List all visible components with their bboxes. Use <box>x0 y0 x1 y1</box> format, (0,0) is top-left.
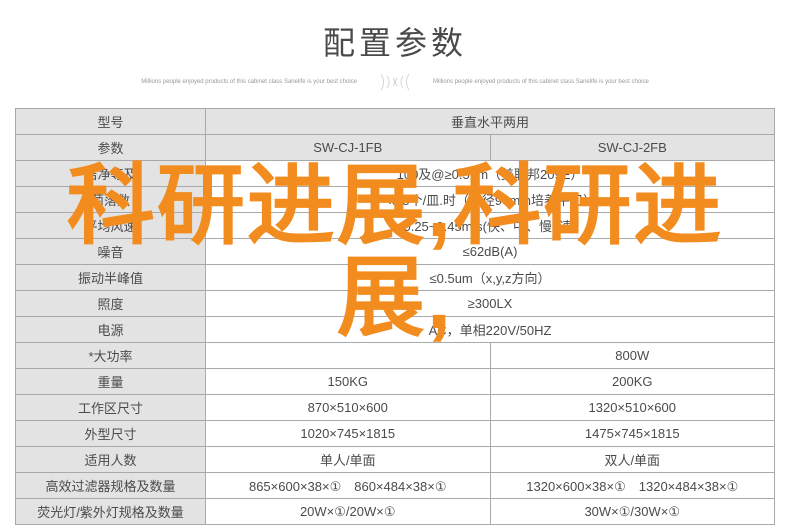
table-row: 平均风速0.25~0.45m/s(快、中、慢3速) <box>16 213 775 239</box>
table-row: 照度≥300LX <box>16 291 775 317</box>
value-cell-span: 100及@≥0.5μm（美联邦209E） <box>206 161 775 187</box>
table-row: 高效过滤器规格及数量865×600×38×① 860×484×38×①1320×… <box>16 473 775 499</box>
header-model-1: SW-CJ-1FB <box>206 135 491 161</box>
value-cell-span: ≤0.5um（x,y,z方向） <box>206 265 775 291</box>
param-cell: 菌落数 <box>16 187 206 213</box>
value-cell: 30W×①/30W×① <box>490 499 775 525</box>
param-cell: 适用人数 <box>16 447 206 473</box>
value-cell-span: ≤62dB(A) <box>206 239 775 265</box>
value-cell: 200KG <box>490 369 775 395</box>
param-cell: *大功率 <box>16 343 206 369</box>
param-cell: 荧光灯/紫外灯规格及数量 <box>16 499 206 525</box>
header-model-2: SW-CJ-2FB <box>490 135 775 161</box>
table-row: 适用人数单人/单面双人/单面 <box>16 447 775 473</box>
param-cell: 噪音 <box>16 239 206 265</box>
value-cell-span: ≥300LX <box>206 291 775 317</box>
table-row: 洁净等及100及@≥0.5μm（美联邦209E） <box>16 161 775 187</box>
param-cell: 工作区尺寸 <box>16 395 206 421</box>
value-cell: 1320×600×38×① 1320×484×38×① <box>490 473 775 499</box>
value-cell: 单人/单面 <box>206 447 491 473</box>
spec-table: 型号 垂直水平两用 参数 SW-CJ-1FB SW-CJ-2FB 洁净等及100… <box>15 108 775 525</box>
value-cell <box>206 343 491 369</box>
header-param: 参数 <box>16 135 206 161</box>
header-usage: 垂直水平两用 <box>206 109 775 135</box>
table-row: 荧光灯/紫外灯规格及数量20W×①/20W×①30W×①/30W×① <box>16 499 775 525</box>
value-cell: 800W <box>490 343 775 369</box>
table-row: 重量150KG200KG <box>16 369 775 395</box>
subtitle-decoration: Millions people enjoyed products of this… <box>0 70 790 94</box>
param-cell: 洁净等及 <box>16 161 206 187</box>
page-header: 配置参数 <box>0 0 790 70</box>
page-title: 配置参数 <box>0 18 790 64</box>
param-cell: 电源 <box>16 317 206 343</box>
table-row: 菌落数<0.5个/皿.时（直径90mm培养平皿） <box>16 187 775 213</box>
value-cell: 865×600×38×① 860×484×38×① <box>206 473 491 499</box>
value-cell: 双人/单面 <box>490 447 775 473</box>
table-header-row-2: 参数 SW-CJ-1FB SW-CJ-2FB <box>16 135 775 161</box>
param-cell: 高效过滤器规格及数量 <box>16 473 206 499</box>
value-cell: 20W×①/20W×① <box>206 499 491 525</box>
table-row: *大功率 800W <box>16 343 775 369</box>
value-cell: 1320×510×600 <box>490 395 775 421</box>
table-row: 电源AC，单相220V/50HZ <box>16 317 775 343</box>
table-row: 外型尺寸1020×745×18151475×745×1815 <box>16 421 775 447</box>
subtitle-right: Millions people enjoyed products of this… <box>433 79 649 86</box>
table-header-row-1: 型号 垂直水平两用 <box>16 109 775 135</box>
value-cell-span: AC，单相220V/50HZ <box>206 317 775 343</box>
param-cell: 照度 <box>16 291 206 317</box>
table-row: 振动半峰值≤0.5um（x,y,z方向） <box>16 265 775 291</box>
param-cell: 重量 <box>16 369 206 395</box>
table-row: 工作区尺寸870×510×6001320×510×600 <box>16 395 775 421</box>
param-cell: 平均风速 <box>16 213 206 239</box>
value-cell: 1475×745×1815 <box>490 421 775 447</box>
value-cell-span: <0.5个/皿.时（直径90mm培养平皿） <box>206 187 775 213</box>
value-cell: 150KG <box>206 369 491 395</box>
wave-icon <box>375 72 415 92</box>
param-cell: 外型尺寸 <box>16 421 206 447</box>
param-cell: 振动半峰值 <box>16 265 206 291</box>
value-cell: 1020×745×1815 <box>206 421 491 447</box>
header-model: 型号 <box>16 109 206 135</box>
value-cell: 870×510×600 <box>206 395 491 421</box>
table-row: 噪音≤62dB(A) <box>16 239 775 265</box>
subtitle-left: Millions people enjoyed products of this… <box>141 79 357 86</box>
value-cell-span: 0.25~0.45m/s(快、中、慢3速) <box>206 213 775 239</box>
